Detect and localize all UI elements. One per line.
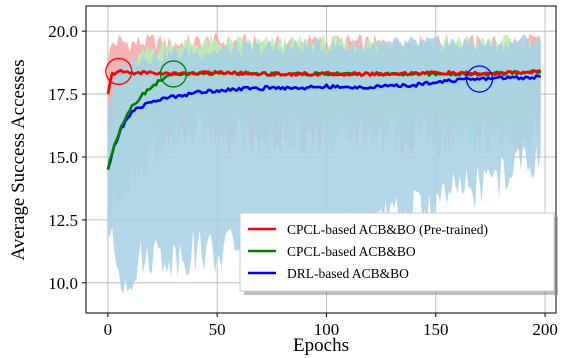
legend-box [239,212,555,292]
legend-label-series-3: DRL-based ACB&BO [287,266,409,281]
x-tick-label-1: 50 [209,320,226,339]
plot-frame [85,5,557,314]
x-tick-label-2: 100 [314,320,340,339]
x-axis-ticks: 0 50 100 150 200 [104,313,558,339]
marker-circle-series-2 [159,60,188,88]
legend: CPCL-based ACB&BO (Pre-trained) CPCL-base… [239,212,558,295]
y-tick-label-3: 17.5 [48,85,78,104]
y-tick-label-1: 12.5 [48,211,78,230]
x-tick-label-4: 200 [532,320,558,339]
line-series-3 [106,74,541,170]
highlight-markers [105,57,494,93]
y-axis-title: Average Success Accesses [8,59,29,260]
band-series-3 [107,34,541,294]
legend-label-series-2: CPCL-based ACB&BO [287,244,416,259]
legend-label-series-1: CPCL-based ACB&BO (Pre-trained) [287,222,488,237]
x-tick-label-0: 0 [104,320,113,339]
series-lines [106,68,542,170]
x-axis-title: Epochs [293,335,349,356]
y-axis-ticks: 10.0 12.5 15.0 17.5 20.0 [48,22,86,293]
y-tick-label-2: 15.0 [48,148,78,167]
marker-circle-series-3 [465,65,494,93]
y-tick-label-0: 10.0 [48,274,78,293]
y-tick-label-4: 20.0 [48,22,78,41]
x-tick-label-3: 150 [423,320,449,339]
marker-circle-series-1 [105,57,133,86]
variance-bands [107,32,541,294]
line-series-1 [106,68,541,95]
